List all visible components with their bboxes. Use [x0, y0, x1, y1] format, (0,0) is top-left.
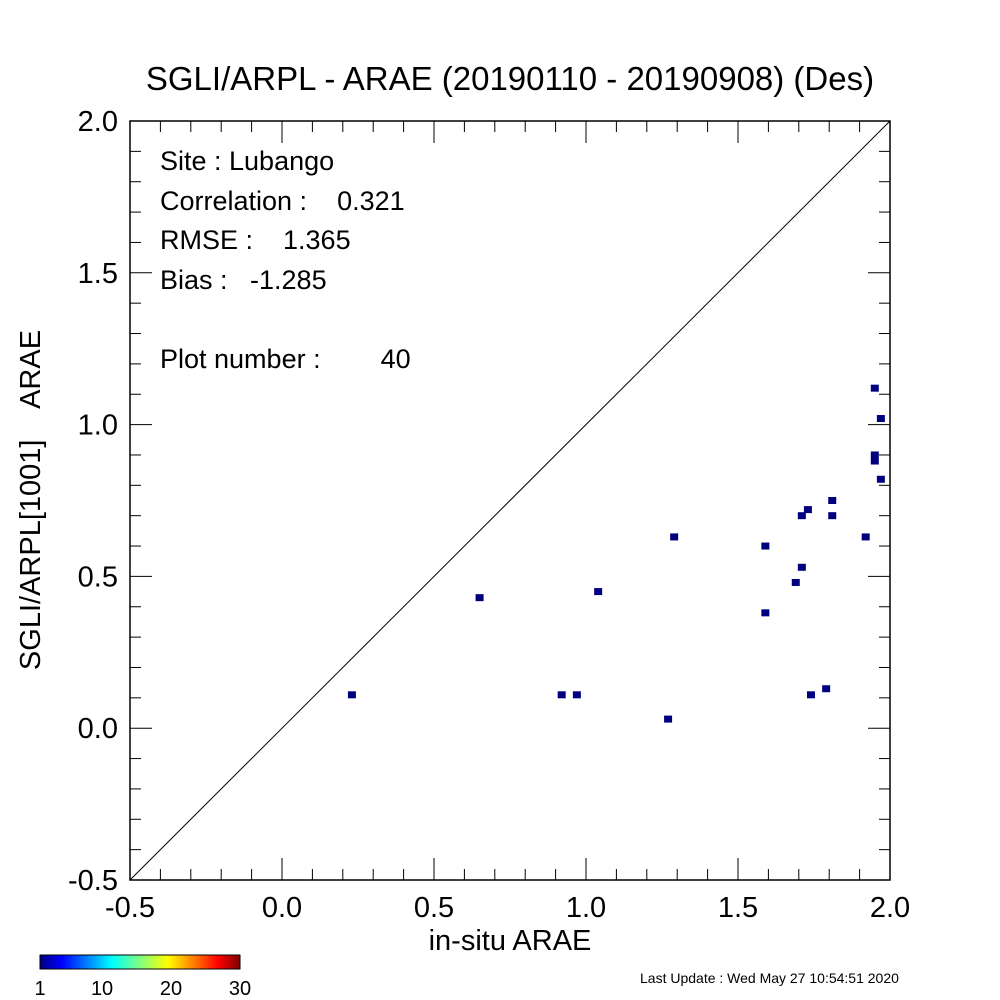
data-point: [822, 685, 831, 693]
x-tick-label: 0.5: [414, 892, 454, 924]
data-point: [806, 691, 815, 699]
data-point: [861, 533, 870, 541]
data-points: [347, 384, 885, 723]
y-tick-label: 0.0: [78, 713, 118, 745]
y-tick-label: 1.5: [78, 258, 118, 290]
data-point: [475, 594, 484, 602]
one-to-one-line: [129, 120, 891, 881]
chart-title: SGLI/ARPL - ARAE (20190110 - 20190908) (…: [146, 60, 874, 97]
y-tick-label: 2.0: [78, 106, 118, 138]
x-tick-label: 1.0: [566, 892, 606, 924]
colorbar-tick-label: 1: [34, 978, 45, 1000]
colorbar: [39, 954, 241, 970]
data-point: [828, 497, 837, 504]
tick-labels: -0.5 0.0 0.5 1.0 1.5 2.0 -0.5 0.0 0.5 1.0 1.5 2.0: [68, 106, 910, 924]
data-point: [803, 506, 812, 514]
x-axis-label: in-situ ARAE: [429, 925, 592, 957]
x-tick-label: -0.5: [105, 892, 155, 924]
x-tick-label: 1.5: [718, 892, 758, 924]
data-point: [670, 533, 679, 541]
data-point: [828, 512, 837, 520]
data-point: [797, 563, 806, 571]
data-point: [870, 384, 879, 392]
data-point: [791, 578, 800, 586]
data-point: [797, 512, 806, 520]
data-point: [572, 691, 581, 699]
x-tick-label: 2.0: [870, 892, 910, 924]
site-label: Site : Lubango: [160, 146, 334, 176]
y-tick-label: 1.0: [78, 410, 118, 442]
data-point: [870, 451, 879, 459]
data-point: [876, 415, 885, 423]
data-point: [664, 715, 673, 723]
data-point: [761, 609, 770, 617]
data-point: [870, 457, 879, 465]
y-tick-label: -0.5: [68, 865, 118, 897]
data-point: [761, 542, 770, 550]
colorbar-tick-label: 20: [160, 978, 182, 1000]
plot-frame: [129, 120, 891, 881]
stats-box: Site : Lubango Correlation : 0.321 RMSE …: [160, 146, 411, 374]
bias-label: Bias : -1.285: [160, 265, 327, 295]
y-axis-label: SGLI/ARPL[1001] ARAE: [15, 330, 47, 670]
colorbar-tick-label: 30: [229, 978, 251, 1000]
data-point: [347, 691, 356, 699]
colorbar-labels: 1 10 20 30: [34, 978, 251, 1000]
data-point: [557, 691, 566, 699]
plot-number-label: Plot number : 40: [160, 344, 411, 374]
colorbar-tick-label: 10: [91, 978, 113, 1000]
y-tick-label: 0.5: [78, 561, 118, 593]
rmse-label: RMSE : 1.365: [160, 225, 351, 255]
x-tick-label: 0.0: [262, 892, 302, 924]
data-point: [594, 588, 603, 596]
data-point: [876, 475, 885, 483]
correlation-label: Correlation : 0.321: [160, 186, 405, 216]
last-update-text: Last Update : Wed May 27 10:54:51 2020: [640, 970, 899, 986]
